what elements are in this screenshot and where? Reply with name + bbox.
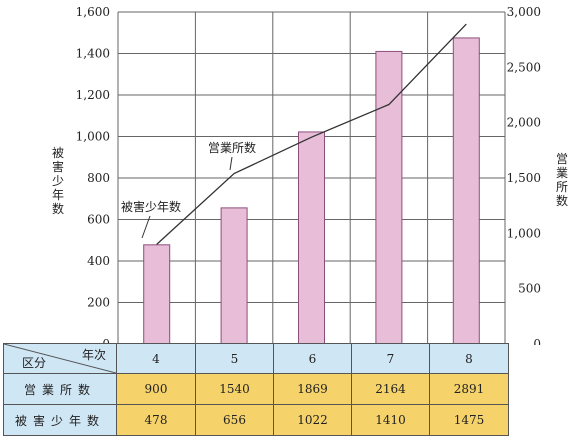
value-cell: 2164 [351,373,430,405]
right-axis-label: 営業所数 [555,152,568,208]
right-tick-label: 2,000 [507,116,541,130]
value-cell: 478 [116,404,196,436]
value-cell: 1022 [273,404,352,436]
value-cell: 1475 [429,404,509,436]
left-tick-label: 1,600 [76,5,110,19]
bar [143,244,171,345]
right-tick-label: 2,500 [507,60,541,74]
right-tick-label: 1,500 [507,171,541,185]
left-tick-label: 600 [87,213,110,227]
bar [298,131,325,345]
table-row: 被害少年数 478 656 1022 1410 1475 [3,404,509,436]
right-tick-label: 0 [533,337,541,345]
year-cell: 5 [195,343,274,374]
right-tick-label: 1,000 [507,226,541,240]
left-tick-label: 1,400 [76,47,110,61]
year-cell: 4 [116,343,196,374]
row-label: 営業所数 [3,373,117,405]
annotation-label: 被害少年数 [121,199,181,214]
value-cell: 2891 [429,373,509,405]
year-cell: 8 [429,343,509,374]
series-line [156,23,467,245]
year-cell: 6 [273,343,352,374]
table-corner-cell: 年次 区分 [3,343,117,374]
value-cell: 1540 [195,373,274,405]
left-tick-label: 0 [102,337,110,345]
value-cell: 1410 [351,404,430,436]
annotation-leader [229,156,233,171]
bar [452,37,480,345]
left-tick-label: 200 [87,296,110,310]
left-tick-label: 1,000 [76,130,110,144]
value-cell: 656 [195,404,274,436]
left-tick-label: 1,200 [76,88,110,102]
data-table: 年次 区分 4 5 6 7 8 営業所数 900 1540 1869 2164 … [3,343,509,436]
bar [220,207,248,345]
corner-category-label: 区分 [22,356,47,370]
table-row: 営業所数 900 1540 1869 2164 2891 [3,373,509,405]
right-tick-label: 500 [518,282,541,296]
row-label: 被害少年数 [3,404,117,436]
table-header-row: 年次 区分 4 5 6 7 8 [3,343,509,374]
corner-year-label: 年次 [81,348,106,362]
right-tick-label: 3,000 [507,5,541,19]
left-axis-label: 被害少年数 [51,146,64,216]
combo-chart: 0 200 400 600 800 1,000 1,200 1,400 1,600 0 500 1,0… [76,5,541,345]
value-cell: 900 [116,373,196,405]
annotation-label: 営業所数 [208,140,256,155]
corner-diagonal [4,344,116,373]
left-tick-label: 800 [87,171,110,185]
bar [375,50,403,345]
left-tick-label: 400 [87,254,110,268]
value-cell: 1869 [273,373,352,405]
annotation-leader [141,215,151,239]
year-cell: 7 [351,343,430,374]
